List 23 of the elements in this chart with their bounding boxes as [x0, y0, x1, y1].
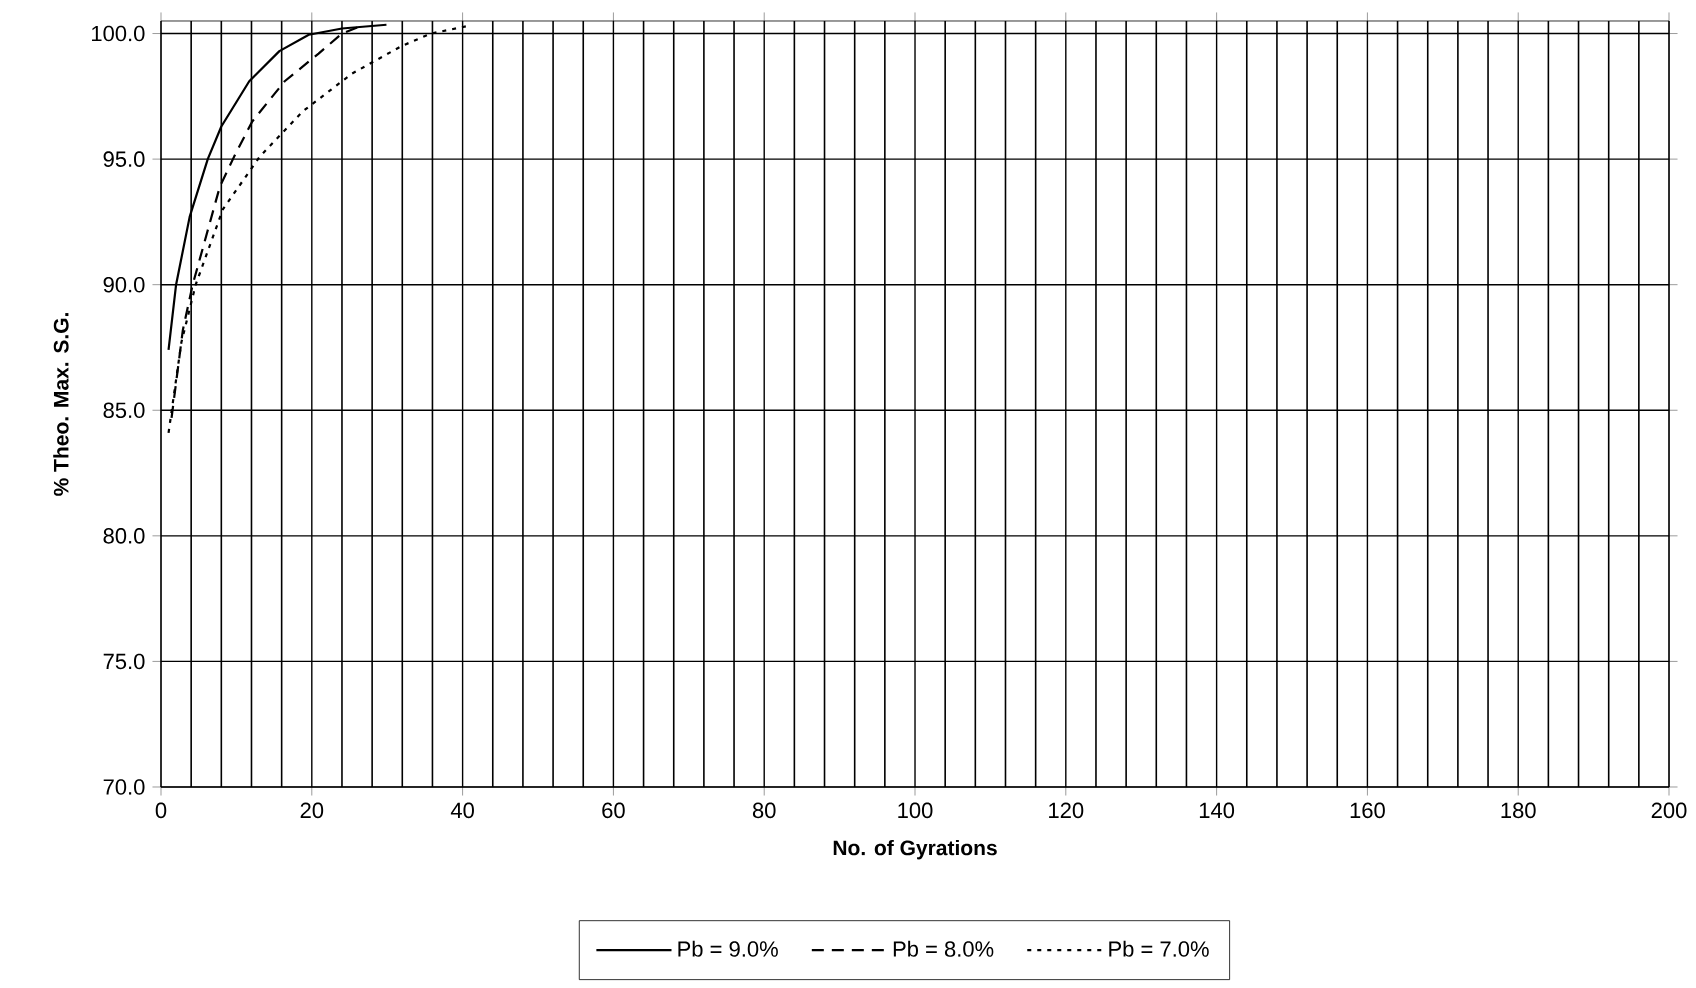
y-tick-label: 85.0	[103, 402, 145, 419]
y-tick-label: 75.0	[103, 653, 145, 670]
y-tick-label: 95.0	[103, 151, 145, 167]
x-tick-label: 100	[898, 802, 933, 819]
x-tick-label: 40	[450, 802, 474, 819]
x-tick-label: 80	[752, 802, 776, 819]
x-tick-label: 120	[1049, 802, 1084, 819]
x-tick-label: 200	[1651, 802, 1687, 819]
x-tick-label: 180	[1501, 802, 1536, 819]
x-tick-label: 0	[155, 802, 167, 819]
y-axis-title: % Theo. Max. S.G.	[53, 313, 69, 496]
legend-label: Pb = 7.0%	[1109, 940, 1209, 957]
x-tick-label: 140	[1199, 802, 1235, 819]
y-tick-label: 80.0	[103, 528, 145, 544]
x-tick-label: 20	[300, 802, 324, 819]
y-tick-label: 90.0	[103, 276, 145, 293]
y-tick-label: 100.0	[92, 25, 145, 42]
legend-label: Pb = 9.0%	[678, 940, 778, 957]
legend-label: Pb = 8.0%	[893, 940, 994, 957]
x-tick-label: 60	[602, 802, 625, 819]
x-tick-label: 160	[1350, 802, 1385, 819]
y-tick-label: 70.0	[103, 779, 145, 795]
x-axis-title: No. of Gyrations	[833, 839, 997, 860]
